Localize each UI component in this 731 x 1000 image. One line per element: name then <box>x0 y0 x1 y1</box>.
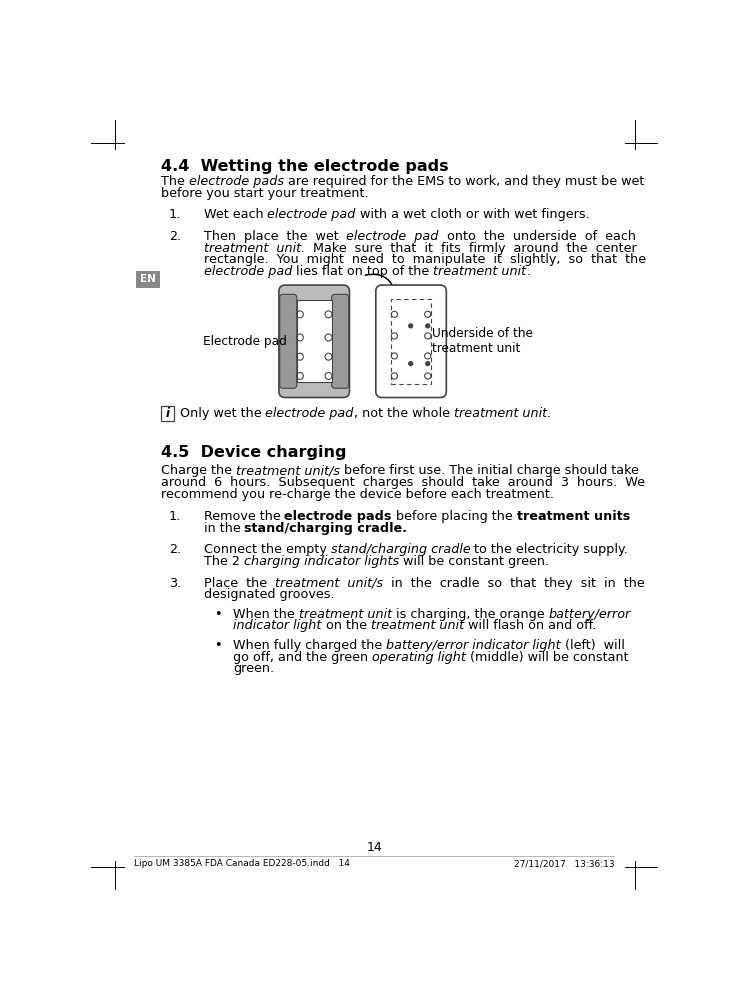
Circle shape <box>409 362 412 366</box>
Text: stand/charging cradle.: stand/charging cradle. <box>244 522 407 535</box>
Text: 4.4  Wetting the electrode pads: 4.4 Wetting the electrode pads <box>161 158 449 174</box>
Text: operating light: operating light <box>372 651 466 664</box>
FancyBboxPatch shape <box>332 294 349 388</box>
Text: before you start your treatment.: before you start your treatment. <box>161 187 368 200</box>
Text: treatment unit: treatment unit <box>371 619 463 632</box>
Bar <box>297 300 332 382</box>
Text: .: . <box>547 407 551 420</box>
Text: 1.: 1. <box>169 208 181 221</box>
Text: EN: EN <box>140 274 156 284</box>
FancyBboxPatch shape <box>280 294 297 388</box>
Bar <box>136 271 159 288</box>
Text: on the: on the <box>322 619 371 632</box>
Text: around  6  hours.  Subsequent  charges  should  take  around  3  hours.  We: around 6 hours. Subsequent charges shoul… <box>161 476 645 489</box>
Text: battery/error: battery/error <box>549 608 631 621</box>
Text: before placing the: before placing the <box>392 510 517 523</box>
Text: will flash on and off.: will flash on and off. <box>463 619 596 632</box>
Text: to the electricity supply.: to the electricity supply. <box>470 543 628 556</box>
Text: with a wet cloth or with wet fingers.: with a wet cloth or with wet fingers. <box>356 208 589 221</box>
Text: Place  the: Place the <box>204 577 275 590</box>
Text: treatment  unit/s: treatment unit/s <box>275 577 383 590</box>
Text: •: • <box>214 608 221 621</box>
Text: treatment unit/s: treatment unit/s <box>236 464 340 477</box>
FancyBboxPatch shape <box>376 285 447 398</box>
Text: treatment unit: treatment unit <box>299 608 392 621</box>
Text: Underside of the
treatment unit: Underside of the treatment unit <box>432 327 533 355</box>
Text: Connect the empty: Connect the empty <box>204 543 330 556</box>
Text: green.: green. <box>233 662 274 675</box>
Bar <box>391 299 431 384</box>
Bar <box>161 406 174 421</box>
Text: treatment unit: treatment unit <box>454 407 547 420</box>
Text: The 2: The 2 <box>204 555 243 568</box>
Text: in the: in the <box>204 522 244 535</box>
Text: (middle) will be constant: (middle) will be constant <box>466 651 629 664</box>
Text: Make  sure  that  it  fits  firmly  around  the  center: Make sure that it fits firmly around the… <box>305 242 637 255</box>
Text: treatment unit: treatment unit <box>433 265 526 278</box>
Text: 4.5  Device charging: 4.5 Device charging <box>161 445 346 460</box>
Text: before first use. The initial charge should take: before first use. The initial charge sho… <box>340 464 639 477</box>
Text: Then  place  the  wet: Then place the wet <box>204 230 346 243</box>
Text: onto  the  underside  of  each: onto the underside of each <box>439 230 636 243</box>
Text: Only wet the: Only wet the <box>180 407 265 420</box>
FancyBboxPatch shape <box>279 285 349 398</box>
Text: Wet each: Wet each <box>204 208 268 221</box>
Text: electrode  pad: electrode pad <box>346 230 439 243</box>
Text: , not the whole: , not the whole <box>354 407 454 420</box>
Text: lies flat on top of the: lies flat on top of the <box>292 265 433 278</box>
Text: electrode pads: electrode pads <box>284 510 392 523</box>
Text: is charging, the orange: is charging, the orange <box>392 608 549 621</box>
Text: Charge the: Charge the <box>161 464 236 477</box>
Text: The: The <box>161 175 189 188</box>
Text: •: • <box>214 639 221 652</box>
Text: electrode pad: electrode pad <box>265 407 354 420</box>
Text: charging indicator lights: charging indicator lights <box>243 555 398 568</box>
Text: When fully charged the: When fully charged the <box>233 639 387 652</box>
Circle shape <box>409 324 412 328</box>
Text: designated grooves.: designated grooves. <box>204 588 334 601</box>
Text: 2.: 2. <box>169 543 181 556</box>
Text: in  the  cradle  so  that  they  sit  in  the: in the cradle so that they sit in the <box>383 577 645 590</box>
Text: Electrode pad: Electrode pad <box>203 335 287 348</box>
Text: go off, and the green: go off, and the green <box>233 651 372 664</box>
Text: treatment units: treatment units <box>517 510 630 523</box>
Text: .: . <box>526 265 531 278</box>
Text: electrode pad: electrode pad <box>268 208 356 221</box>
Text: i: i <box>166 407 170 420</box>
Text: electrode pad: electrode pad <box>204 265 292 278</box>
Text: 3.: 3. <box>169 577 181 590</box>
FancyArrowPatch shape <box>366 274 395 291</box>
Text: (left)  will: (left) will <box>561 639 625 652</box>
Text: 2.: 2. <box>169 230 181 243</box>
Text: treatment  unit.: treatment unit. <box>204 242 305 255</box>
Text: are required for the EMS to work, and they must be wet: are required for the EMS to work, and th… <box>284 175 644 188</box>
Text: Remove the: Remove the <box>204 510 284 523</box>
Text: Lipo UM 3385A FDA Canada ED228-05.indd   14: Lipo UM 3385A FDA Canada ED228-05.indd 1… <box>134 859 350 868</box>
Text: When the: When the <box>233 608 299 621</box>
Circle shape <box>425 324 430 328</box>
Text: will be constant green.: will be constant green. <box>398 555 549 568</box>
Text: 1.: 1. <box>169 510 181 523</box>
Text: recommend you re-charge the device before each treatment.: recommend you re-charge the device befor… <box>161 488 554 501</box>
Text: battery/error indicator light: battery/error indicator light <box>387 639 561 652</box>
Text: stand/charging cradle: stand/charging cradle <box>330 543 470 556</box>
Text: electrode pads: electrode pads <box>189 175 284 188</box>
Text: 27/11/2017   13:36:13: 27/11/2017 13:36:13 <box>514 859 615 868</box>
Circle shape <box>425 362 430 366</box>
Text: indicator light: indicator light <box>233 619 322 632</box>
Text: rectangle.  You  might  need  to  manipulate  it  slightly,  so  that  the: rectangle. You might need to manipulate … <box>204 253 646 266</box>
Text: 14: 14 <box>367 841 382 854</box>
